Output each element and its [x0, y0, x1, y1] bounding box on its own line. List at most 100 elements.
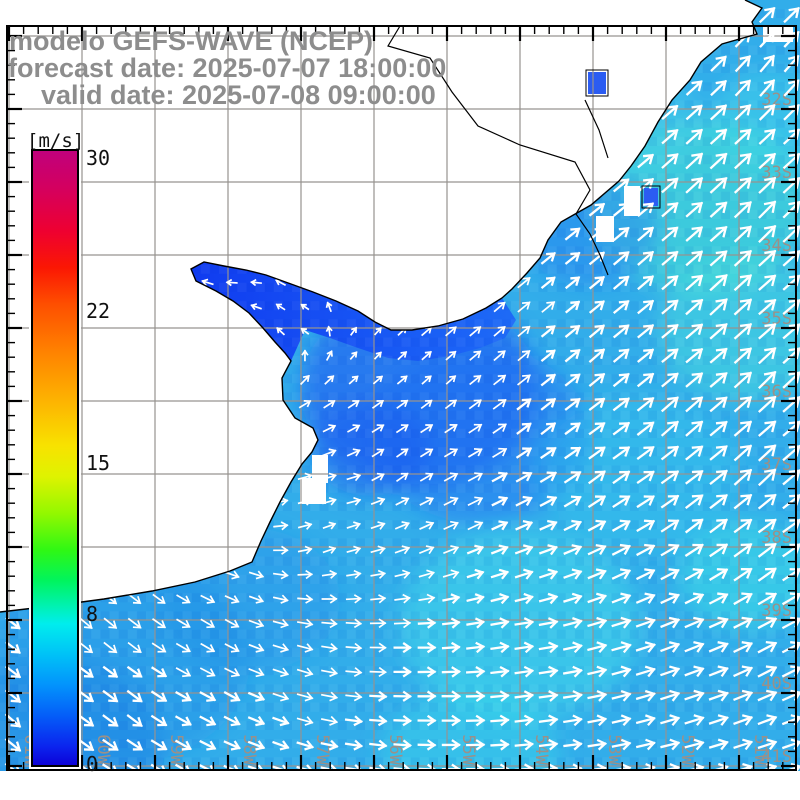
wave-direction-arrow: [684, 494, 704, 510]
lon-label-51W: 51W: [750, 734, 770, 765]
wave-direction-arrow: [588, 324, 606, 339]
wave-direction-arrow: [465, 714, 486, 727]
wave-direction-arrow: [373, 327, 382, 336]
wave-direction-arrow: [126, 738, 144, 751]
lon-label-57W: 57W: [312, 734, 332, 765]
wave-direction-arrow: [442, 569, 460, 579]
wave-direction-arrow: [515, 495, 533, 507]
wave-direction-arrow: [661, 372, 679, 388]
wave-direction-arrow: [759, 79, 776, 97]
wave-direction-arrow: [564, 397, 581, 411]
wave-direction-arrow: [758, 128, 776, 145]
wave-direction-arrow: [248, 643, 265, 653]
wave-direction-arrow: [150, 690, 168, 703]
wave-direction-arrow: [394, 593, 411, 604]
wave-direction-arrow: [297, 521, 313, 530]
wave-direction-arrow: [684, 543, 704, 557]
wave-direction-arrow: [758, 370, 777, 390]
lagoon-cell: [644, 188, 658, 206]
wave-direction-arrow: [5, 641, 21, 655]
wave-direction-arrow: [441, 641, 461, 654]
wave-direction-arrow: [200, 594, 216, 604]
wave-direction-arrow: [324, 375, 335, 385]
wave-direction-arrow: [636, 445, 655, 460]
wave-direction-arrow: [612, 421, 631, 436]
wave-direction-arrow: [469, 325, 482, 337]
wave-direction-arrow: [733, 225, 752, 243]
wave-direction-arrow: [466, 617, 486, 629]
wave-direction-arrow: [587, 665, 608, 678]
wave-direction-arrow: [660, 616, 681, 629]
wave-direction-arrow: [515, 471, 533, 483]
wave-direction-arrow: [516, 397, 532, 411]
wave-direction-arrow: [685, 420, 704, 437]
wave-direction-arrow: [490, 641, 510, 654]
wave-direction-arrow: [468, 423, 483, 434]
wave-direction-arrow: [685, 469, 704, 485]
wave-direction-arrow: [441, 666, 461, 678]
wave-direction-arrow: [684, 568, 705, 581]
wave-direction-arrow: [345, 642, 363, 653]
wave-direction-arrow: [420, 399, 433, 410]
wave-direction-arrow: [466, 739, 486, 751]
wave-direction-arrow: [708, 592, 729, 605]
wave-direction-arrow: [637, 226, 655, 242]
wave-direction-arrow: [174, 715, 192, 727]
wave-direction-arrow: [757, 468, 777, 487]
wave-direction-arrow: [247, 716, 266, 727]
wave-direction-arrow: [635, 738, 656, 751]
wave-direction-arrow: [661, 128, 679, 145]
wave-direction-arrow: [247, 691, 266, 702]
wave-direction-arrow: [564, 446, 582, 460]
wave-direction-arrow: [758, 444, 777, 462]
wave-direction-arrow: [418, 593, 436, 604]
wave-direction-arrow: [466, 593, 485, 605]
wave-direction-arrow: [612, 178, 630, 193]
wave-direction-arrow: [152, 593, 166, 605]
wave-direction-arrow: [733, 298, 753, 316]
wave-direction-arrow: [346, 472, 362, 482]
wave-direction-arrow: [369, 690, 388, 702]
wave-direction-arrow: [78, 641, 94, 654]
wave-direction-arrow: [612, 372, 630, 388]
wave-direction-arrow: [370, 594, 387, 604]
wave-direction-arrow: [467, 496, 484, 507]
wave-direction-arrow: [272, 691, 290, 702]
lagoon-outline: [585, 69, 609, 97]
wave-direction-arrow: [588, 397, 606, 412]
wave-direction-arrow: [493, 350, 506, 362]
wave-direction-arrow: [467, 472, 483, 482]
lon-label-59W: 59W: [166, 734, 186, 765]
wave-direction-arrow: [176, 618, 191, 629]
colorbar-bar: [29, 147, 81, 769]
wave-direction-arrow: [443, 545, 460, 555]
lagoon-cell: [588, 72, 606, 94]
cell-texture: [0, 0, 800, 771]
wave-direction-arrow: [514, 714, 535, 727]
wave-direction-arrow: [758, 6, 776, 24]
wave-direction-arrow: [562, 665, 583, 678]
wave-direction-arrow: [224, 667, 241, 678]
wave-direction-arrow: [276, 327, 286, 336]
wave-direction-arrow: [685, 201, 704, 218]
wave-direction-arrow: [612, 446, 631, 460]
wave-direction-arrow: [540, 324, 556, 338]
wave-direction-arrow: [348, 375, 359, 385]
wave-direction-arrow: [588, 227, 606, 241]
lon-label-56W: 56W: [385, 734, 405, 765]
wave-direction-arrow: [325, 350, 333, 361]
wave-direction-arrow: [514, 665, 535, 678]
wave-direction-arrow: [635, 714, 656, 726]
wave-direction-arrow: [758, 298, 777, 316]
wave-direction-arrow: [757, 592, 778, 606]
colorbar-tick-0: 0: [86, 752, 99, 776]
wave-direction-arrow: [250, 278, 262, 287]
wave-direction-arrow: [273, 570, 289, 580]
wave-direction-arrow: [490, 544, 509, 555]
wave-direction-arrow: [661, 226, 679, 242]
wave-direction-arrow: [685, 250, 704, 267]
wave-direction-arrow: [371, 399, 385, 409]
wave-direction-arrow: [587, 519, 607, 532]
wave-direction-arrow: [419, 472, 434, 482]
wave-direction-arrow: [538, 592, 559, 605]
